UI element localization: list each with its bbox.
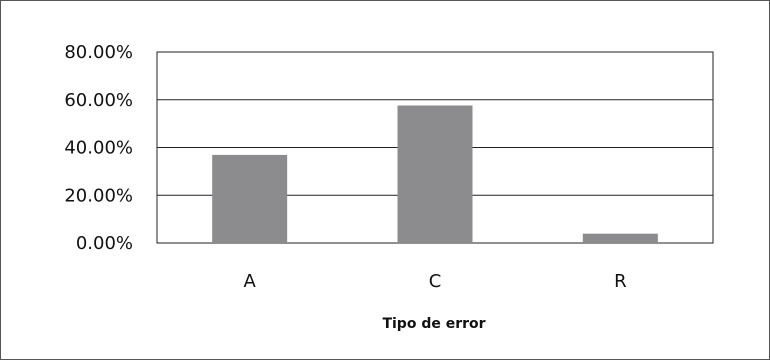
y-tick-label: 0.00% (76, 233, 133, 254)
x-tick-label: R (614, 271, 627, 292)
bars-layer (212, 105, 658, 243)
x-axis-title: Tipo de error (382, 316, 485, 332)
axis-layer: 0.00% 20.00% 40.00% 60.00% 80.00% A C R (64, 42, 626, 292)
y-tick-label: 20.00% (64, 185, 133, 206)
x-tick-label: C (429, 271, 442, 292)
y-tick-label: 60.00% (64, 90, 133, 111)
y-tick-label: 40.00% (64, 138, 133, 159)
bar-r (582, 233, 658, 243)
y-tick-label: 80.00% (64, 42, 133, 63)
bar-a (212, 154, 288, 243)
bar-c (397, 105, 473, 243)
x-tick-label: A (244, 271, 257, 292)
